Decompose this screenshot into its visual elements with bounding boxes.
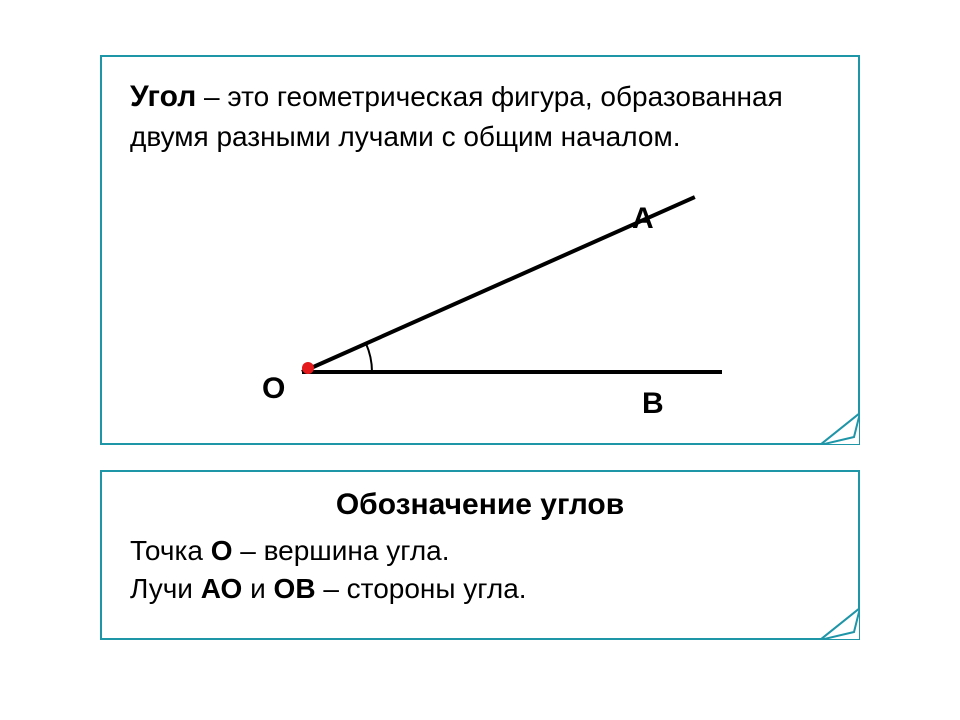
definition-rest: – это геометрическая фигура, образованна… xyxy=(130,81,783,152)
line1-post: – вершина угла. xyxy=(232,535,449,566)
page-fold-icon xyxy=(820,413,860,445)
line2-post: – стороны угла. xyxy=(316,573,527,604)
notation-title: Обозначение углов xyxy=(102,472,858,522)
label-a: А xyxy=(632,202,654,236)
angle-diagram: О А В xyxy=(102,172,862,442)
line2-bold-ao: АО xyxy=(201,573,243,604)
notation-card: Обозначение углов Точка О – вершина угла… xyxy=(100,470,860,640)
definition-text: Угол – это геометрическая фигура, образо… xyxy=(102,57,858,163)
line1-pre: Точка xyxy=(130,535,211,566)
page-fold-icon xyxy=(820,608,860,640)
angle-arc xyxy=(102,172,862,442)
line2-bold-ob: ОВ xyxy=(274,573,316,604)
term-angle: Угол xyxy=(130,80,196,113)
label-b: В xyxy=(642,387,664,421)
line2-pre: Лучи xyxy=(130,573,201,604)
notation-body: Точка О – вершина угла. Лучи АО и ОВ – с… xyxy=(102,522,858,608)
vertex-dot xyxy=(302,362,314,374)
line1-bold-o: О xyxy=(211,535,233,566)
line2-mid: и xyxy=(242,573,273,604)
definition-card: Угол – это геометрическая фигура, образо… xyxy=(100,55,860,445)
label-o: О xyxy=(262,372,285,406)
